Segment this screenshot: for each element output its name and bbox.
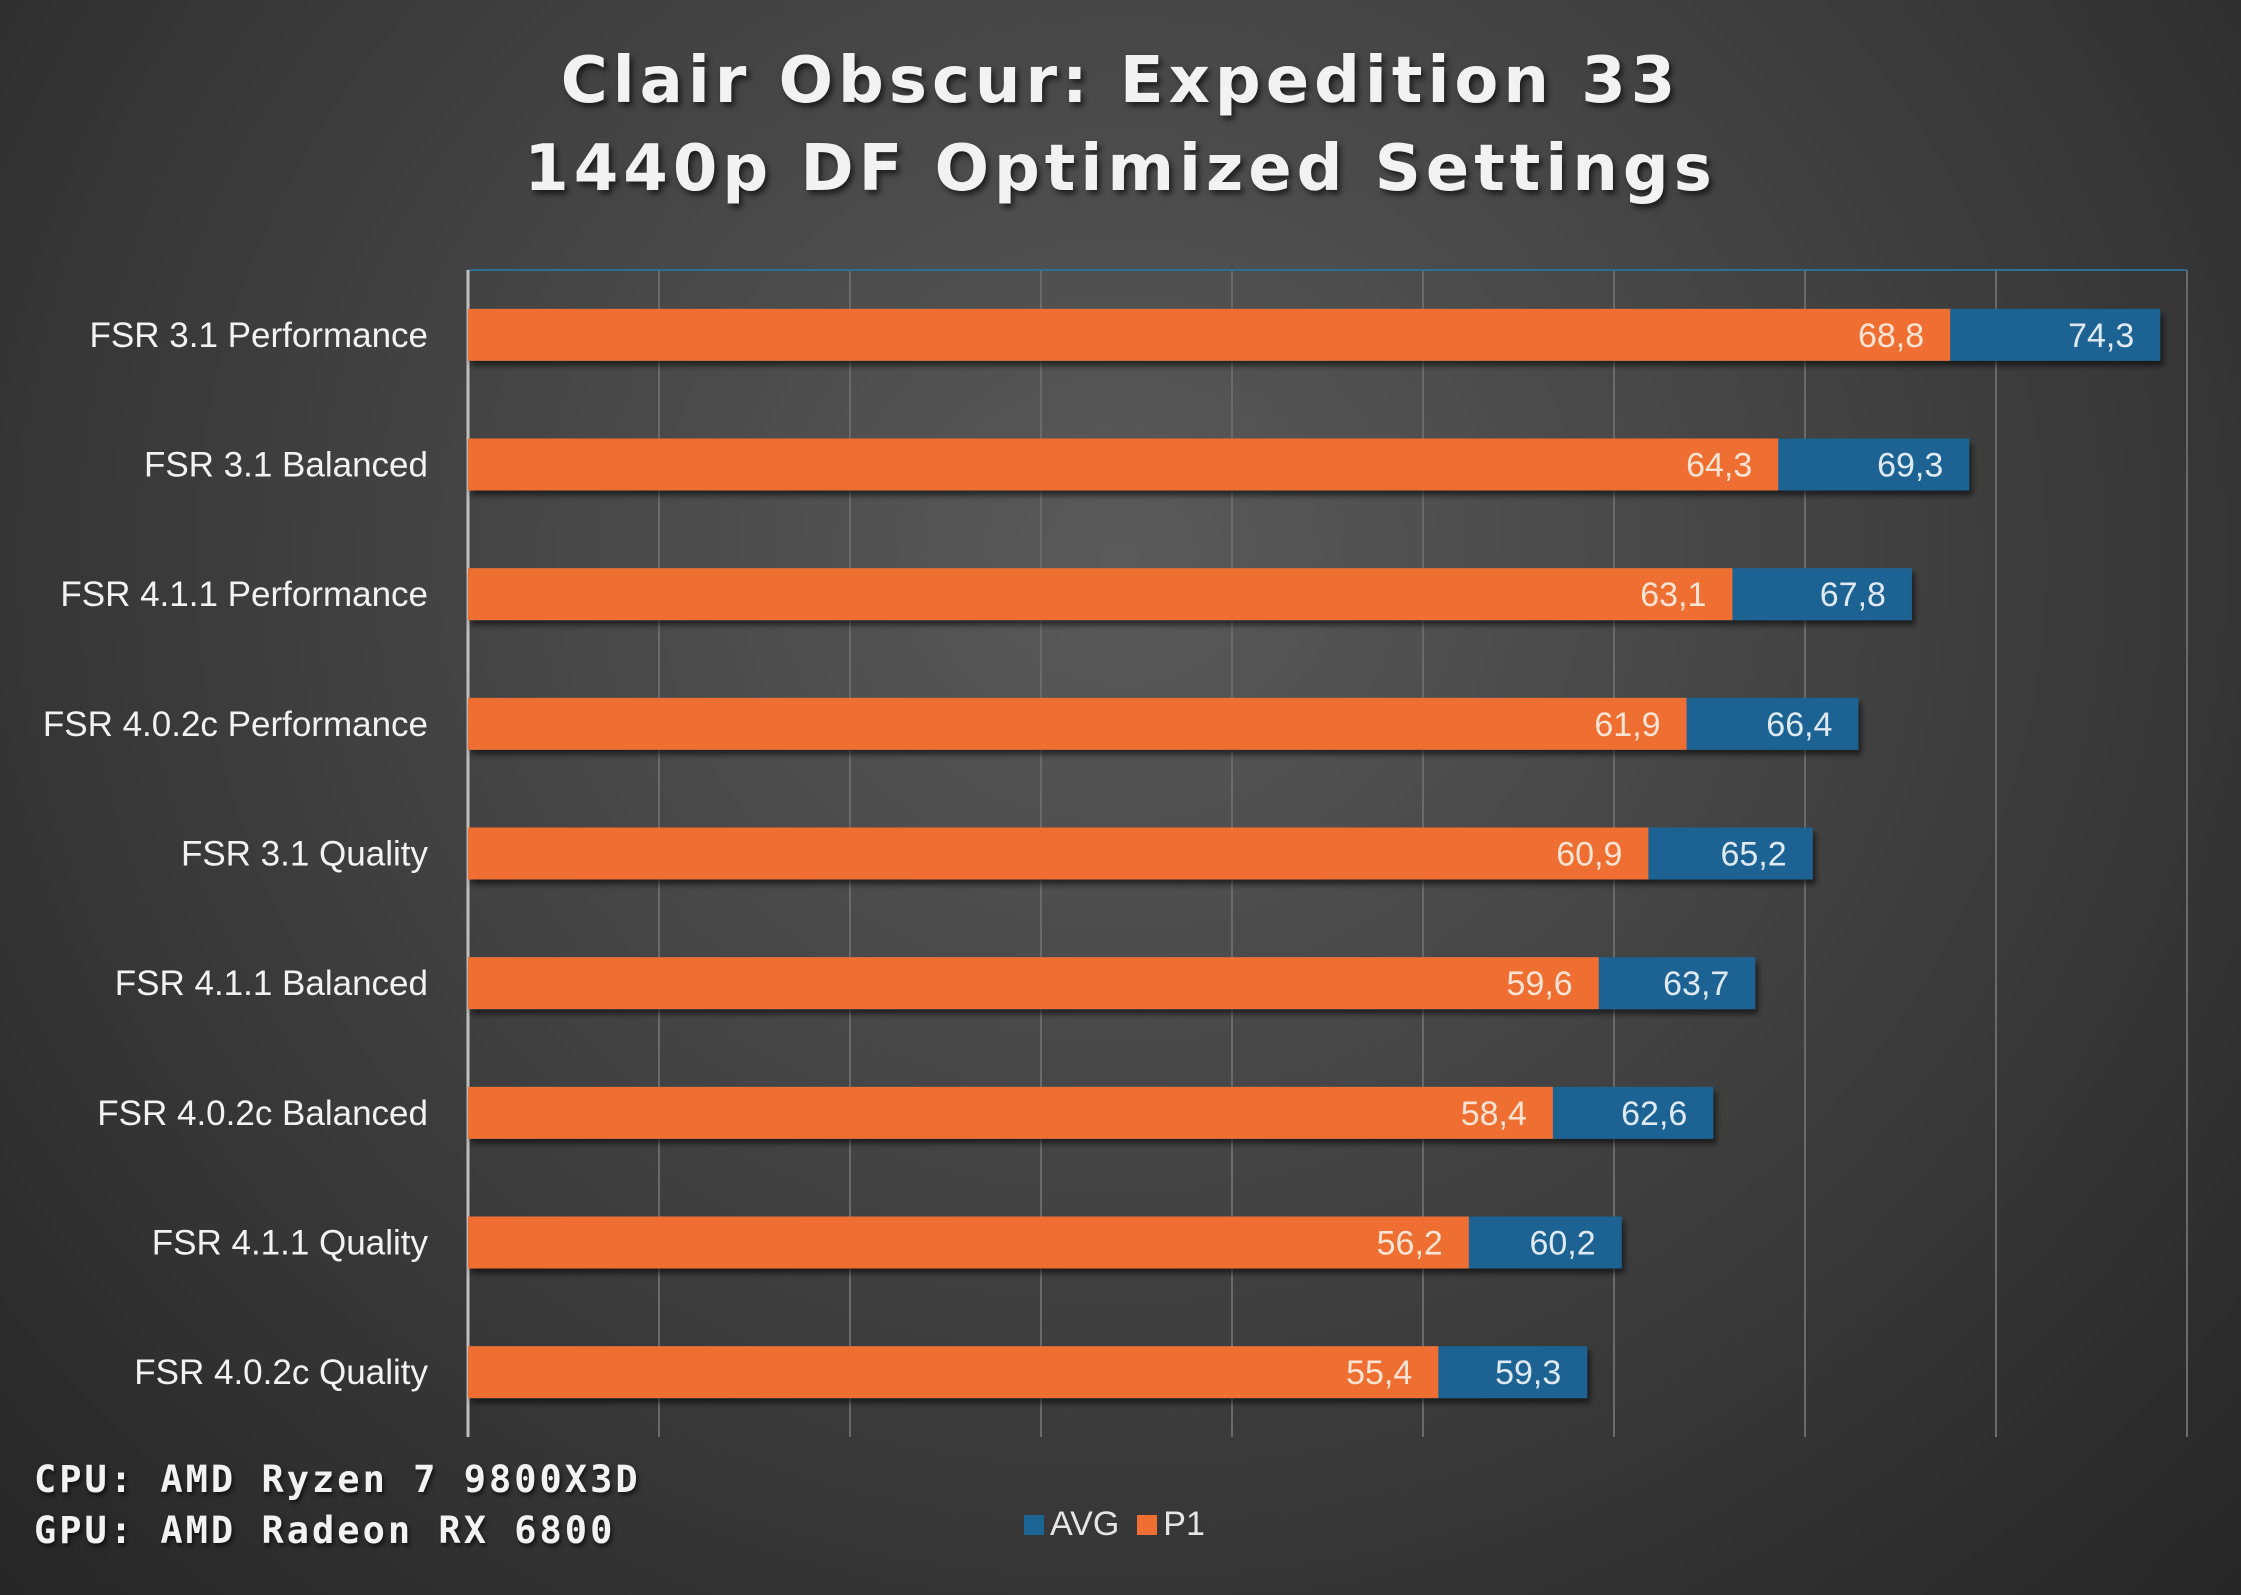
- legend-item-avg: AVG: [1024, 1505, 1119, 1544]
- category-label: FSR 4.1.1 Balanced: [115, 964, 428, 1003]
- data-label-avg: 66,4: [1766, 706, 1832, 744]
- bar-p1: [468, 1216, 1469, 1269]
- data-label-p1: 64,3: [1686, 447, 1752, 485]
- category-label: FSR 4.0.2c Performance: [43, 705, 428, 744]
- category-label: FSR 4.0.2c Quality: [134, 1353, 428, 1392]
- category-label: FSR 4.0.2c Balanced: [97, 1094, 428, 1133]
- bar-p1: [468, 438, 1779, 491]
- data-label-avg: 60,2: [1529, 1225, 1595, 1263]
- chart-title-line-2: 1440p DF Optimized Settings: [524, 132, 1717, 206]
- bar-p1: [468, 1086, 1553, 1139]
- bar-p1: [468, 568, 1733, 621]
- data-label-p1: 59,6: [1507, 965, 1573, 1003]
- data-label-avg: 69,3: [1877, 447, 1943, 485]
- bar-p1: [468, 827, 1649, 880]
- bar-p1: [468, 957, 1599, 1010]
- data-label-avg: 65,2: [1720, 836, 1786, 874]
- legend-item-p1: P1: [1137, 1505, 1205, 1544]
- bar-p1: [468, 697, 1687, 750]
- data-label-avg: 62,6: [1621, 1095, 1687, 1133]
- chart-title-line-1: Clair Obscur: Expedition 33: [560, 44, 1681, 118]
- data-label-p1: 61,9: [1594, 706, 1660, 744]
- category-label: FSR 3.1 Balanced: [144, 446, 428, 485]
- bar-p1: [468, 308, 1951, 361]
- category-label: FSR 3.1 Quality: [181, 835, 429, 874]
- data-label-avg: 59,3: [1495, 1354, 1561, 1392]
- data-label-avg: 67,8: [1820, 576, 1886, 614]
- data-label-p1: 63,1: [1640, 576, 1706, 614]
- data-label-p1: 68,8: [1858, 317, 1924, 355]
- legend-swatch-avg: [1024, 1514, 1044, 1535]
- category-label: FSR 4.1.1 Performance: [60, 575, 428, 614]
- data-label-avg: 74,3: [2068, 317, 2134, 355]
- data-label-p1: 60,9: [1556, 836, 1622, 874]
- data-label-avg: 63,7: [1663, 965, 1729, 1003]
- legend-label-p1: P1: [1163, 1505, 1205, 1543]
- data-label-p1: 55,4: [1346, 1354, 1412, 1392]
- legend-label-avg: AVG: [1050, 1505, 1120, 1543]
- category-label: FSR 3.1 Performance: [90, 316, 428, 355]
- data-label-p1: 56,2: [1377, 1225, 1443, 1263]
- bar-p1: [468, 1346, 1439, 1399]
- gpu-info: GPU: AMD Radeon RX 6800: [34, 1509, 616, 1552]
- legend-swatch-p1: [1137, 1514, 1158, 1535]
- category-label: FSR 4.1.1 Quality: [152, 1224, 429, 1263]
- cpu-info: CPU: AMD Ryzen 7 9800X3D: [34, 1458, 641, 1501]
- legend: AVG P1: [1024, 1505, 1223, 1544]
- data-label-p1: 58,4: [1461, 1095, 1527, 1133]
